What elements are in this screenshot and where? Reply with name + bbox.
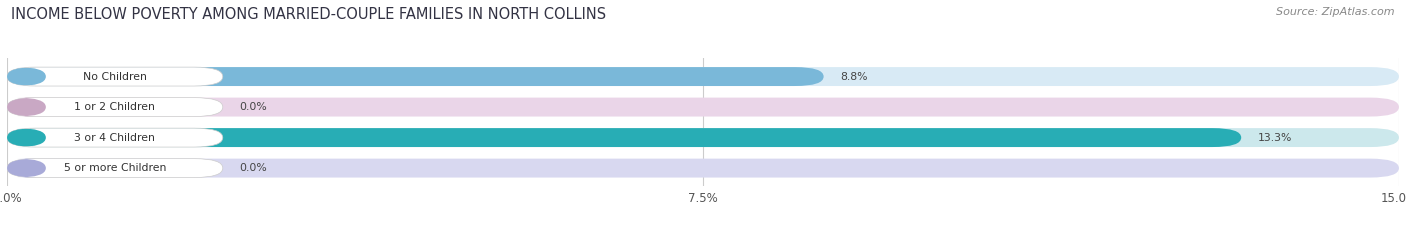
FancyBboxPatch shape (7, 98, 1399, 116)
FancyBboxPatch shape (7, 128, 46, 147)
Text: Source: ZipAtlas.com: Source: ZipAtlas.com (1277, 7, 1395, 17)
Text: INCOME BELOW POVERTY AMONG MARRIED-COUPLE FAMILIES IN NORTH COLLINS: INCOME BELOW POVERTY AMONG MARRIED-COUPL… (11, 7, 606, 22)
FancyBboxPatch shape (7, 128, 1399, 147)
Text: 5 or more Children: 5 or more Children (63, 163, 166, 173)
FancyBboxPatch shape (7, 128, 222, 147)
Text: No Children: No Children (83, 72, 146, 82)
FancyBboxPatch shape (7, 67, 222, 86)
Text: 8.8%: 8.8% (841, 72, 868, 82)
FancyBboxPatch shape (7, 159, 1399, 178)
FancyBboxPatch shape (7, 98, 222, 116)
Text: 1 or 2 Children: 1 or 2 Children (75, 102, 155, 112)
FancyBboxPatch shape (7, 159, 222, 178)
FancyBboxPatch shape (7, 67, 46, 86)
FancyBboxPatch shape (7, 67, 1399, 86)
Text: 3 or 4 Children: 3 or 4 Children (75, 133, 155, 143)
FancyBboxPatch shape (7, 128, 1241, 147)
Text: 0.0%: 0.0% (239, 163, 267, 173)
FancyBboxPatch shape (7, 67, 824, 86)
Text: 0.0%: 0.0% (239, 102, 267, 112)
FancyBboxPatch shape (7, 98, 46, 116)
FancyBboxPatch shape (7, 159, 46, 178)
Text: 13.3%: 13.3% (1258, 133, 1292, 143)
